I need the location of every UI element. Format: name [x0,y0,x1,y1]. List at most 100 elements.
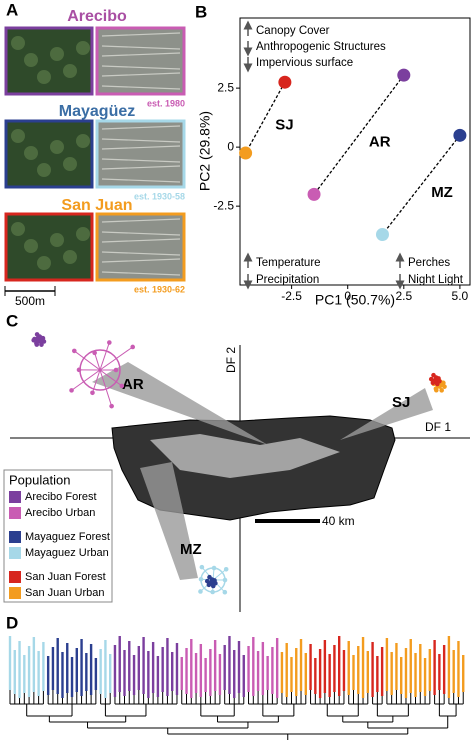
cluster-point [211,584,216,589]
scale-label: 40 km [322,514,355,528]
cluster-point [90,390,95,395]
cluster-point [31,338,36,343]
site-name: San Juan [61,197,132,214]
point [308,188,321,201]
point [278,76,291,89]
cluster-point [223,590,228,595]
image-texture [11,129,25,143]
cluster-point [34,342,39,347]
x-tick-label: 2.5 [395,289,412,303]
cluster-point [431,373,436,378]
image-texture [76,227,90,241]
y-tick-label: 2.5 [217,80,234,94]
cluster-point [72,349,77,354]
urban-image [97,28,184,94]
cluster-point [200,565,205,570]
legend-label: Arecibo Forest [25,491,97,503]
cluster-point [39,339,44,344]
legend-label: Mayaguez Forest [25,531,110,543]
established: est. 1980 [147,98,185,108]
cluster-point [223,578,228,583]
legend-label: San Juan Forest [25,571,106,583]
cluster-point [92,351,97,356]
point [376,228,389,241]
established: est. 1930-58 [134,191,185,201]
cluster-point [77,368,82,373]
image-texture [11,222,25,236]
axis-label: DF 1 [425,420,451,434]
cluster-point [224,567,229,572]
image-texture [37,163,51,177]
image-texture [50,233,64,247]
group-label: MZ [180,541,202,558]
point [397,69,410,82]
image-texture [50,140,64,154]
legend-title: Population [9,472,70,487]
cluster-point [37,334,42,339]
cluster-point [210,590,215,595]
legend-swatch [9,531,21,543]
panel-a: Arecibo est. 1980 Mayagüez est. 1930-58San … [6,8,185,294]
cluster-point [107,340,112,345]
series-label: AR [369,134,391,151]
annotation: Temperature [256,257,321,269]
cluster-point [198,589,203,594]
x-tick-label: 5.0 [452,289,469,303]
cluster-point [120,384,125,389]
cluster-point [207,575,212,580]
image-texture [50,47,64,61]
point [239,147,252,160]
image-texture [24,53,38,67]
group-label: SJ [392,394,410,411]
cluster-point [212,566,217,571]
legend-swatch [9,507,21,519]
image-texture [24,239,38,253]
image-texture [37,70,51,84]
cluster-point [130,345,135,350]
annotation: Impervious surface [256,57,353,69]
established: est. 1930-62 [134,284,185,294]
point [453,129,466,142]
axis-label: DF 2 [224,347,238,373]
image-texture [63,250,77,264]
legend-swatch [9,571,21,583]
series-label: SJ [275,117,293,134]
y-tick-label: 0 [227,139,234,153]
image-texture [11,36,25,50]
image-texture [76,134,90,148]
annotation: Anthropogenic Structures [256,41,386,53]
image-texture [63,157,77,171]
annotation: Perches [408,257,450,269]
cluster-point [210,580,215,585]
panel-label: D [6,613,18,632]
y-axis-title: PC2 (29.8%) [197,111,213,191]
urban-image [97,121,184,187]
image-texture [24,146,38,160]
cluster-point [434,378,439,383]
y-tick-label: -2.5 [213,198,234,212]
legend-swatch [9,587,21,599]
image-texture [63,64,77,78]
legend-swatch [9,491,21,503]
annotation: Precipitation [256,274,319,286]
cluster-point [199,577,204,582]
site-name: Mayagüez [59,103,135,120]
urban-image [97,214,184,280]
cluster-point [439,388,444,393]
x-tick-label: -2.5 [281,289,302,303]
cluster-point [69,388,74,393]
legend-label: Mayaguez Urban [25,547,109,559]
dendrogram [10,636,463,740]
site-name: Arecibo [67,8,127,25]
panel-label: B [195,2,207,21]
cluster-point [109,404,114,409]
group-label: AR [122,376,144,393]
cluster-point [434,388,439,393]
cluster-spoke [100,343,109,370]
cluster-point [114,368,119,373]
annotation: Canopy Cover [256,25,330,37]
legend-swatch [9,547,21,559]
legend-label: Arecibo Urban [25,507,95,519]
annotation: Night Light [408,274,464,286]
